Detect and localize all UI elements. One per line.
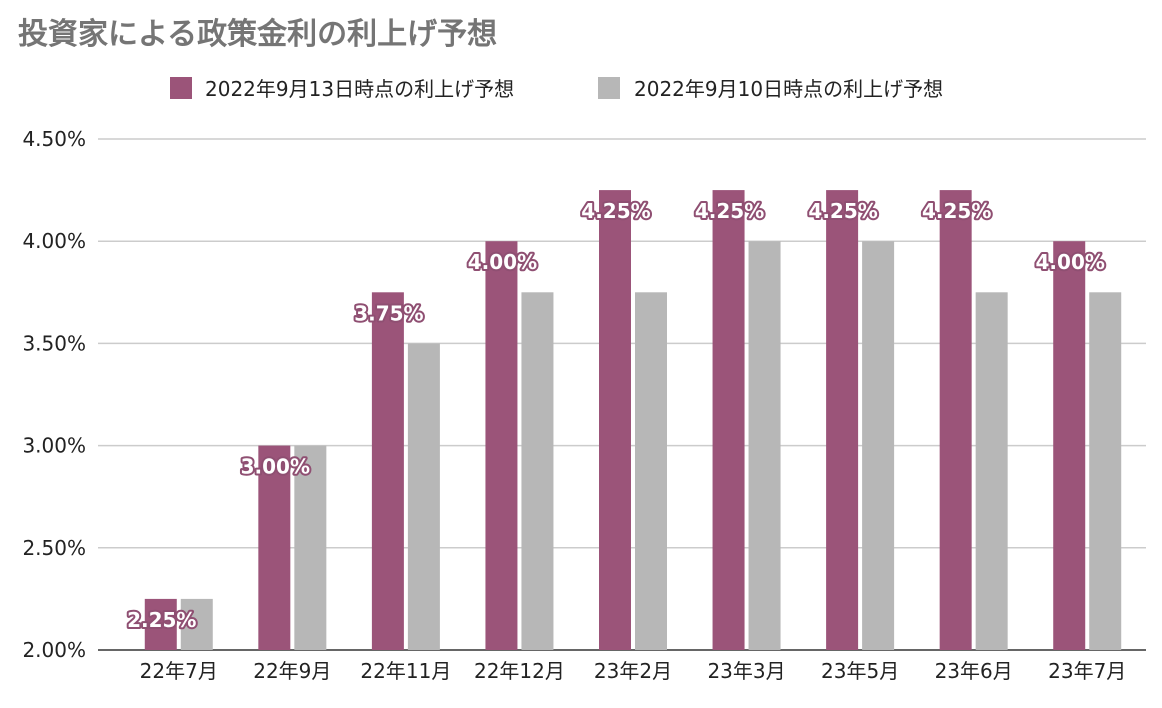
data-label: 3.75% <box>354 301 423 325</box>
data-label: 3.00% <box>241 455 310 479</box>
data-label: 4.25% <box>922 199 991 223</box>
data-label: 4.25% <box>581 199 650 223</box>
x-tick-label: 23年7月 <box>1048 659 1126 683</box>
legend-swatch-series-2 <box>598 77 620 99</box>
data-label: 4.00% <box>1036 250 1105 274</box>
x-tick-label: 23年2月 <box>594 659 672 683</box>
y-axis: 2.00% 2.50% 3.00% 3.50% 4.00% 4.50% <box>22 127 86 662</box>
bar-series-2 <box>407 343 440 650</box>
data-labels: 2.25% 3.00% 3.75% 4.00% 4.25% 4.25% 4.25% 4.25%… <box>125 197 1107 634</box>
x-tick-label: 22年7月 <box>140 659 218 683</box>
bar-series-2 <box>748 241 781 650</box>
y-tick-label: 4.00% <box>22 229 86 253</box>
bar-series-2 <box>635 292 667 650</box>
data-label: 4.00% <box>468 250 537 274</box>
x-tick-label: 23年6月 <box>935 659 1013 683</box>
y-tick-label: 2.50% <box>22 536 86 560</box>
bar-series-1 <box>1053 241 1086 650</box>
y-tick-label: 4.50% <box>22 127 86 151</box>
bar-series-2 <box>294 445 327 650</box>
bar-series-1 <box>258 445 291 650</box>
bar-series-1 <box>371 292 404 650</box>
data-label: 4.25% <box>808 199 877 223</box>
data-label: 4.25% <box>695 199 764 223</box>
bar-series-2 <box>180 598 213 650</box>
legend: 2022年9月13日時点の利上げ予想 2022年9月10日時点の利上げ予想 <box>170 77 943 101</box>
bar-series-1 <box>939 190 972 650</box>
x-tick-label: 22年11月 <box>360 659 451 683</box>
bar-series-2 <box>975 292 1008 650</box>
x-tick-label: 22年12月 <box>474 659 565 683</box>
bar-series-1 <box>712 190 745 650</box>
bar-series-2 <box>1089 292 1122 650</box>
bar-series-2 <box>521 292 554 650</box>
x-tick-label: 22年9月 <box>253 659 331 683</box>
bar-series-1 <box>599 190 631 650</box>
x-tick-label: 23年5月 <box>821 659 899 683</box>
x-axis: 22年7月 22年9月 22年11月 22年12月 23年2月 23年3月 23年5月 23年… <box>140 659 1127 683</box>
bar-series-2 <box>862 241 895 650</box>
y-tick-label: 3.00% <box>22 434 86 458</box>
bars <box>144 190 1122 650</box>
legend-label-series-1: 2022年9月13日時点の利上げ予想 <box>205 77 514 101</box>
legend-swatch-series-1 <box>170 77 192 99</box>
bar-series-1 <box>144 598 177 650</box>
chart-title: 投資家による政策金利の利上げ予想 <box>18 17 497 52</box>
data-label: 2.25% <box>127 608 196 632</box>
y-tick-label: 3.50% <box>22 331 86 355</box>
y-tick-label: 2.00% <box>22 638 86 662</box>
x-tick-label: 23年3月 <box>707 659 785 683</box>
bar-series-1 <box>485 241 518 650</box>
bar-series-1 <box>826 190 859 650</box>
legend-label-series-2: 2022年9月10日時点の利上げ予想 <box>634 77 943 101</box>
